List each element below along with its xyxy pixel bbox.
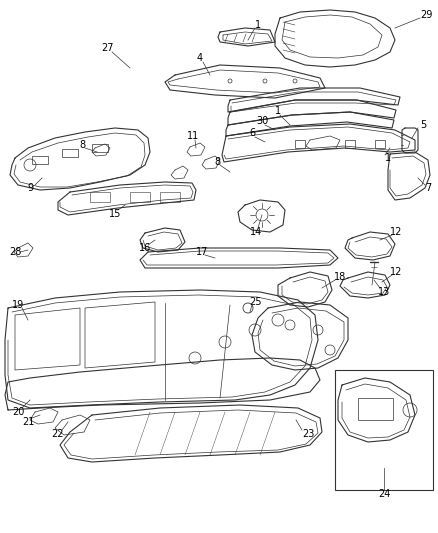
Text: 28: 28 (9, 247, 21, 257)
Text: 9: 9 (27, 183, 33, 193)
FancyBboxPatch shape (335, 370, 433, 490)
Text: 1: 1 (275, 106, 281, 116)
Text: 8: 8 (79, 140, 85, 150)
Bar (90, 192, 110, 202)
Bar (345, 140, 355, 148)
Text: 12: 12 (390, 227, 402, 237)
Text: 19: 19 (12, 300, 24, 310)
Text: 23: 23 (302, 429, 314, 439)
Text: 14: 14 (250, 227, 262, 237)
Text: 20: 20 (12, 407, 24, 417)
Bar (130, 192, 150, 202)
Text: 1: 1 (385, 153, 391, 163)
Bar (358, 398, 393, 420)
Text: 16: 16 (139, 243, 151, 253)
Text: 7: 7 (425, 183, 431, 193)
Text: 1: 1 (255, 20, 261, 30)
Text: 15: 15 (109, 209, 121, 219)
Text: 13: 13 (378, 287, 390, 297)
Bar (92, 144, 108, 152)
Text: 18: 18 (334, 272, 346, 282)
Text: 8: 8 (214, 157, 220, 167)
Text: 24: 24 (378, 489, 390, 499)
Text: 29: 29 (420, 10, 432, 20)
Bar (62, 149, 78, 157)
Text: 11: 11 (187, 131, 199, 141)
Text: 17: 17 (196, 247, 208, 257)
Text: 25: 25 (249, 297, 261, 307)
Bar (160, 192, 180, 202)
Text: 27: 27 (102, 43, 114, 53)
Text: 12: 12 (390, 267, 402, 277)
Bar (295, 140, 305, 148)
Text: 6: 6 (249, 128, 255, 138)
Text: 21: 21 (22, 417, 34, 427)
Text: 22: 22 (52, 429, 64, 439)
Bar (375, 140, 385, 148)
Text: 30: 30 (256, 116, 268, 126)
Text: 5: 5 (420, 120, 426, 130)
Bar (32, 156, 48, 164)
Text: 4: 4 (197, 53, 203, 63)
